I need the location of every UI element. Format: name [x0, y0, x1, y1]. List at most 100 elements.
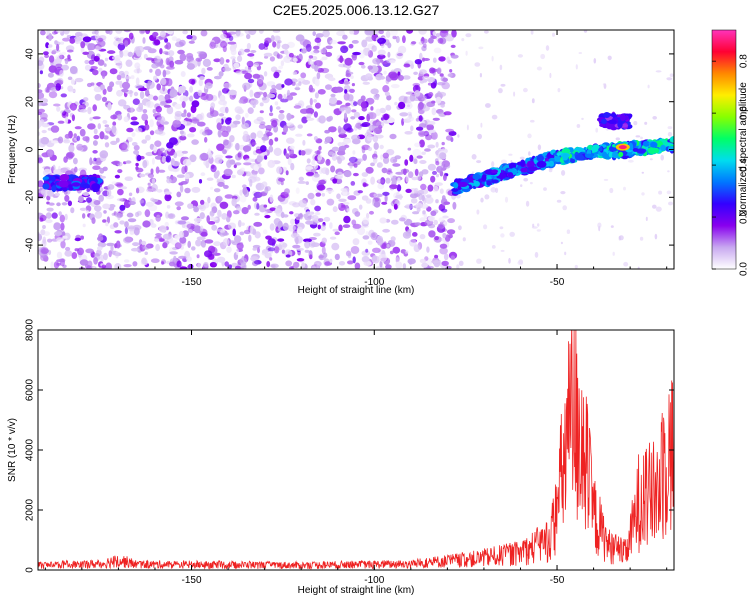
spectrogram-cell: [269, 105, 273, 113]
spectrogram-cell: [45, 212, 52, 219]
spectrogram-cell: [491, 114, 498, 120]
spectrogram-cell: [64, 133, 71, 139]
spectrogram-cell: [362, 182, 367, 188]
spectrogram-cell: [392, 163, 401, 167]
spectrogram-cell: [222, 45, 227, 53]
spectrogram-cell: [393, 203, 398, 210]
spectrogram-cell: [343, 123, 352, 132]
spectrogram-cell: [414, 59, 423, 65]
spectrogram-cell: [409, 193, 418, 199]
spectrogram-cell: [556, 199, 562, 203]
spectrogram-cell: [124, 236, 134, 243]
spectrogram-cell: [343, 138, 352, 144]
spectrogram-cell: [414, 90, 421, 97]
spectrogram-cell: [143, 53, 148, 60]
spectrogram-cell: [381, 201, 388, 205]
spectrogram-cell: [633, 121, 638, 126]
spectrogram-cell: [147, 80, 152, 86]
spectrogram-signal-cell: [58, 180, 69, 188]
spectrogram-cell: [256, 203, 260, 210]
spectrogram-cell: [252, 247, 257, 251]
spectrogram-cell: [246, 42, 251, 50]
spectrogram-cell: [458, 225, 462, 231]
spectrogram-cell: [195, 239, 202, 247]
spectrogram-cell: [338, 224, 343, 232]
spectrogram-cell: [107, 50, 116, 54]
spectrogram-cell: [117, 188, 124, 196]
spectrogram-cell: [270, 263, 279, 269]
spectrogram-cell: [351, 40, 359, 44]
spectrogram-cell: [458, 260, 464, 266]
spectrogram-cell: [133, 144, 140, 151]
spectrogram-cell: [197, 262, 202, 269]
spectrogram-cell: [343, 170, 352, 178]
spectrogram-cell: [84, 64, 91, 71]
spectrogram-signal-cell: [612, 151, 618, 158]
spectrogram-cell: [40, 229, 46, 236]
spectrogram-cell: [73, 133, 77, 138]
spectrogram-cell: [189, 154, 197, 163]
spectrogram-cell: [38, 60, 44, 66]
spectrogram-cell: [139, 173, 146, 178]
spectrogram-cell: [449, 69, 453, 73]
spectrogram-cell: [134, 84, 143, 89]
spectrogram-cell: [39, 98, 48, 104]
spectrogram-cell: [174, 110, 183, 117]
spectrogram-cell: [102, 166, 108, 172]
spectrogram-signal-cell: [51, 185, 57, 193]
spectrogram-cell: [93, 140, 98, 146]
spectrogram-cell: [419, 52, 423, 61]
spectrogram-cell: [645, 216, 648, 221]
spectrogram-cell: [403, 168, 407, 176]
spectrogram-cell: [351, 134, 360, 141]
spectrogram-cell: [187, 227, 194, 233]
spectrogram-cell: [235, 30, 241, 37]
spectrogram-cell: [285, 170, 289, 176]
spectrogram-cell: [181, 101, 186, 108]
spectrogram-cell: [41, 123, 50, 128]
spectrogram-cell: [145, 89, 150, 97]
spectrogram-cell: [92, 165, 101, 170]
spectrogram-cell: [308, 55, 314, 59]
spectrogram-cell: [641, 192, 645, 196]
spectrogram-cell: [45, 219, 53, 224]
spectrogram-cell: [186, 133, 195, 138]
spectrogram-cell: [328, 126, 337, 133]
spectrogram-cell: [500, 159, 507, 164]
spectrogram-cell: [186, 112, 191, 118]
spectrogram-cell: [528, 151, 531, 156]
spectrogram-cell: [441, 195, 446, 201]
spectrogram-cell: [251, 142, 257, 146]
spectrogram-cell: [40, 137, 49, 145]
spectrogram-cell: [171, 36, 178, 41]
spectrogram-cell: [343, 81, 351, 85]
spectrogram-cell: [186, 34, 193, 40]
spectrogram-signal-cell: [628, 142, 634, 151]
spectrogram-cell: [229, 159, 236, 165]
spectrogram-cell: [69, 38, 76, 44]
spectrogram-cell: [106, 216, 110, 224]
spectrogram-cell: [578, 52, 583, 54]
spectrogram-cell: [500, 249, 505, 252]
spectrogram-cell: [389, 59, 396, 64]
spectrogram-cell: [534, 251, 539, 258]
spectrogram-cell: [92, 104, 97, 112]
spectrogram-cell: [97, 246, 103, 251]
spectrogram-cell: [447, 59, 452, 64]
spectrogram-cell: [432, 57, 437, 63]
spectrogram-cell: [264, 37, 272, 44]
spectrogram-cell: [82, 213, 86, 219]
spectrogram-cell: [325, 158, 331, 166]
spectrogram-cell: [195, 57, 203, 62]
spectrogram-cell: [65, 116, 69, 124]
spectrogram-cell: [368, 112, 377, 120]
y-tick-label: 4000: [25, 438, 36, 461]
spectrogram-cell: [297, 180, 307, 184]
colorbar-tick-label: 0.0: [739, 262, 750, 276]
spectrogram-cell: [404, 131, 413, 135]
spectrogram-cell: [50, 125, 60, 133]
spectrogram-cell: [628, 159, 634, 163]
spectrogram-cell: [181, 216, 189, 221]
spectrogram-cell: [354, 211, 361, 217]
